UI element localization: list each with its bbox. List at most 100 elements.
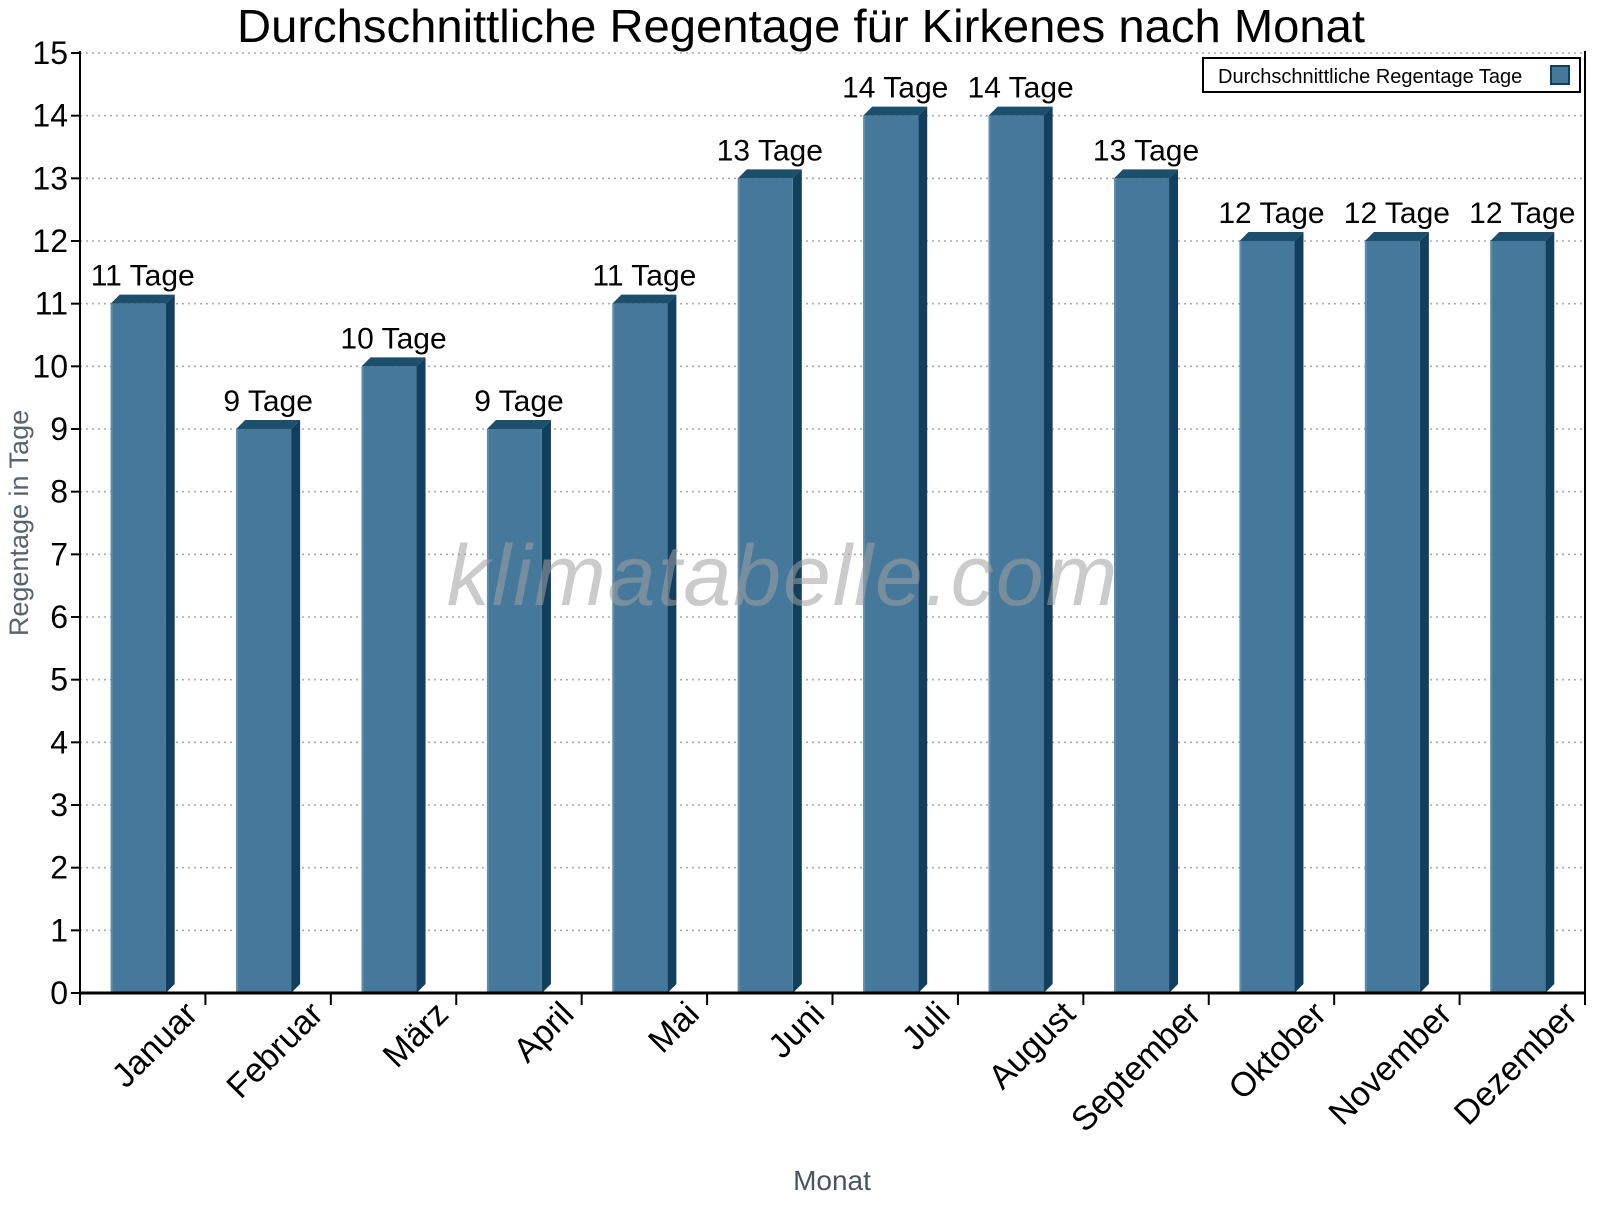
- bar-märz: [361, 357, 426, 993]
- bar-top-face: [361, 357, 426, 367]
- x-tick-label-september: September: [1064, 995, 1208, 1139]
- x-tick-label-august: August: [981, 994, 1083, 1096]
- y-axis-title: Regentage in Tage: [4, 410, 34, 636]
- y-tick-label-15: 15: [32, 35, 68, 71]
- bar-front-face: [361, 366, 417, 993]
- bar-oktober: [1239, 232, 1304, 993]
- bar-value-label-märz: 10 Tage: [340, 322, 446, 355]
- x-tick-label-juli: Juli: [895, 995, 958, 1058]
- bar-april: [486, 420, 551, 993]
- bar-mai: [612, 294, 677, 994]
- bar-top-face: [110, 294, 175, 304]
- bar-side-face: [541, 420, 551, 993]
- bar-side-face: [1545, 232, 1555, 993]
- bar-top-face: [236, 420, 301, 429]
- axes-layer: [71, 51, 1586, 1005]
- x-tick-label-juni: Juni: [761, 995, 832, 1066]
- bar-top-face: [612, 294, 677, 304]
- y-tick-label-1: 1: [50, 912, 68, 948]
- bar-side-face: [291, 420, 301, 993]
- bar-top-face: [1364, 232, 1429, 241]
- bar-januar: [110, 294, 175, 994]
- bar-front-face: [863, 115, 919, 993]
- bar-august: [988, 106, 1053, 993]
- y-tick-label-0: 0: [50, 975, 68, 1011]
- gridlines-layer: [80, 52, 1585, 932]
- bar-juni: [737, 169, 802, 994]
- bar-value-label-juli: 14 Tage: [842, 72, 948, 105]
- bar-front-face: [486, 429, 542, 993]
- bar-side-face: [1294, 232, 1304, 993]
- bar-side-face: [918, 106, 928, 993]
- bar-top-face: [988, 106, 1053, 116]
- y-tick-label-10: 10: [32, 348, 68, 384]
- bar-top-face: [1239, 232, 1304, 241]
- y-tick-label-3: 3: [50, 787, 68, 823]
- y-tick-label-11: 11: [35, 286, 68, 322]
- x-tick-labels-layer: Januar Februar März April Mai Juni Juli AugustS…: [105, 994, 1585, 1139]
- bar-front-face: [1239, 241, 1295, 993]
- y-tick-label-7: 7: [50, 536, 68, 572]
- bar-value-label-dezember: 12 Tage: [1469, 197, 1575, 230]
- bar-top-face: [486, 420, 551, 429]
- y-tick-label-4: 4: [50, 724, 68, 760]
- bar-value-labels-layer: 11 Tage 9 Tage 10 Tage 9 Tage 11 Tage 13 Tage…: [91, 72, 1576, 418]
- y-tick-label-6: 6: [50, 599, 68, 635]
- x-tick-label-oktober: Oktober: [1221, 995, 1333, 1107]
- bar-side-face: [792, 169, 802, 994]
- x-tick-label-februar: Februar: [219, 995, 330, 1106]
- bar-september: [1114, 169, 1179, 994]
- y-tick-label-14: 14: [32, 98, 68, 134]
- bar-top-face: [1114, 169, 1179, 179]
- legend-label: Durchschnittliche Regentage Tage: [1218, 66, 1522, 88]
- bar-side-face: [1043, 106, 1053, 993]
- bar-side-face: [1169, 169, 1179, 994]
- bar-november: [1364, 232, 1429, 993]
- bar-dezember: [1490, 232, 1555, 993]
- y-tick-label-9: 9: [50, 411, 68, 447]
- bar-value-label-juni: 13 Tage: [717, 134, 823, 167]
- legend-swatch: [1550, 65, 1570, 85]
- legend-box: [1202, 57, 1581, 93]
- x-tick-label-mai: Mai: [641, 995, 707, 1061]
- bar-front-face: [612, 303, 668, 994]
- bar-front-face: [737, 178, 793, 994]
- bar-front-face: [1490, 241, 1546, 993]
- bar-value-label-mai: 11 Tage: [592, 260, 696, 293]
- bar-value-label-november: 12 Tage: [1344, 197, 1450, 230]
- bar-value-label-februar: 9 Tage: [223, 385, 313, 418]
- bar-front-face: [1364, 241, 1420, 993]
- y-tick-label-12: 12: [32, 223, 68, 259]
- x-tick-label-november: November: [1321, 995, 1459, 1133]
- bar-front-face: [1114, 178, 1170, 994]
- bar-side-face: [416, 357, 426, 993]
- bar-side-face: [1419, 232, 1429, 993]
- bar-value-label-januar: 11 Tage: [91, 260, 195, 293]
- bar-top-face: [737, 169, 802, 179]
- bar-front-face: [110, 303, 166, 994]
- bar-juli: [863, 106, 928, 993]
- watermark: klimatabelle.com: [447, 528, 1119, 624]
- bar-top-face: [1490, 232, 1555, 241]
- legend: Durchschnittliche Regentage Tage: [1202, 57, 1581, 93]
- x-tick-label-dezember: Dezember: [1447, 995, 1585, 1133]
- bar-value-label-oktober: 12 Tage: [1218, 197, 1324, 230]
- chart-title: Durchschnittliche Regentage für Kirkenes…: [237, 0, 1365, 52]
- bar-value-label-september: 13 Tage: [1093, 134, 1199, 167]
- bar-front-face: [236, 429, 292, 993]
- bar-top-face: [863, 106, 928, 116]
- x-axis-title: Monat: [793, 1165, 871, 1196]
- bars-layer: [110, 106, 1555, 994]
- bar-februar: [236, 420, 301, 993]
- y-tick-label-13: 13: [32, 160, 68, 196]
- y-tick-label-8: 8: [50, 474, 68, 510]
- bar-value-label-april: 9 Tage: [474, 385, 564, 418]
- bar-front-face: [988, 115, 1044, 993]
- bar-side-face: [165, 294, 175, 994]
- y-tick-label-2: 2: [50, 850, 68, 886]
- x-tick-label-april: April: [506, 995, 581, 1070]
- x-tick-label-januar: Januar: [105, 995, 205, 1095]
- bar-value-label-august: 14 Tage: [968, 72, 1074, 105]
